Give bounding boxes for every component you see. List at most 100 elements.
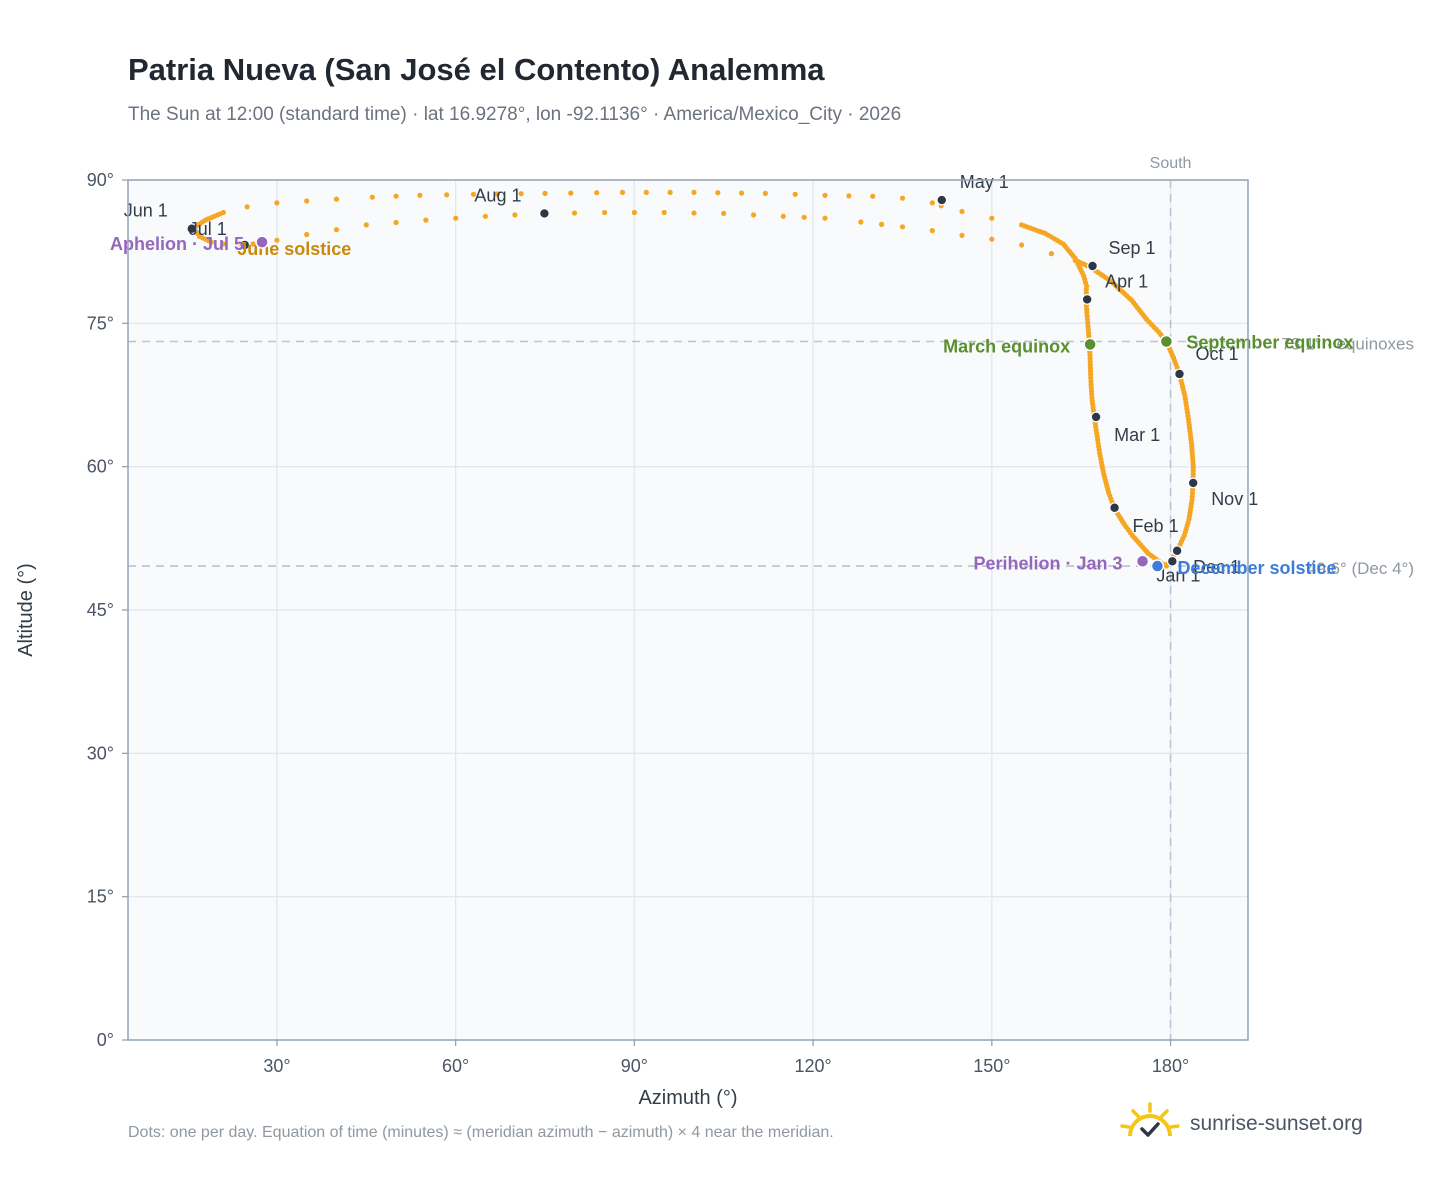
daily-sun-dot xyxy=(568,190,574,196)
daily-sun-dot xyxy=(518,191,524,197)
month-label: Apr 1 xyxy=(1105,271,1148,291)
month-label: Nov 1 xyxy=(1211,489,1258,509)
daily-sun-dot xyxy=(667,189,673,195)
daily-sun-dot xyxy=(417,192,423,198)
x-tick-label: 180° xyxy=(1152,1056,1189,1076)
daily-sun-dot xyxy=(444,192,450,198)
month-label: Jan 1 xyxy=(1156,565,1200,585)
month-label: Jun 1 xyxy=(124,201,168,221)
daily-sun-dot xyxy=(801,214,807,220)
month-label: Jul 1 xyxy=(189,219,227,239)
month-markers: Jan 1 Feb 1 Mar 1 Apr 1 May 1 Jun 1 Jul 1 Aug 1… xyxy=(124,172,1258,585)
daily-sun-dot xyxy=(780,213,786,219)
y-tick-label: 45° xyxy=(87,600,114,620)
daily-sun-dot xyxy=(929,200,935,206)
daily-sun-dot xyxy=(333,196,340,202)
x-tick-label: 30° xyxy=(263,1056,290,1076)
month-label: Oct 1 xyxy=(1195,344,1238,364)
daily-sun-dot xyxy=(333,227,340,233)
daily-sun-dot xyxy=(274,200,280,206)
daily-sun-dot xyxy=(691,210,697,216)
daily-sun-dot xyxy=(631,209,638,216)
daily-sun-dot xyxy=(304,198,310,204)
month-marker xyxy=(1109,502,1120,514)
daily-sun-dot xyxy=(1048,251,1054,257)
daily-sun-dot xyxy=(453,215,459,221)
month-marker xyxy=(539,208,550,219)
month-label: Mar 1 xyxy=(1114,425,1160,445)
daily-sun-dot xyxy=(691,189,697,195)
daily-sun-dot xyxy=(792,191,798,197)
event-label: June solstice xyxy=(237,239,351,259)
month-marker xyxy=(186,223,198,235)
y-tick-label: 30° xyxy=(87,743,114,763)
event-marker xyxy=(1083,337,1097,352)
month-label: Sep 1 xyxy=(1109,238,1156,258)
event-marker xyxy=(1150,559,1165,573)
event-label: Aphelion · Jul 5 xyxy=(110,234,244,254)
daily-sun-dot xyxy=(899,224,906,230)
y-axis-label: Altitude (°) xyxy=(15,563,37,657)
daily-sun-dot xyxy=(494,191,500,197)
daily-sun-dot xyxy=(715,190,721,196)
x-tick-label: 150° xyxy=(973,1056,1010,1076)
daily-sun-dot xyxy=(512,212,518,218)
x-tick-label: 60° xyxy=(442,1056,469,1076)
daily-sun-dot xyxy=(739,190,745,196)
daily-sun-dot xyxy=(643,189,649,195)
daily-sun-dot xyxy=(423,217,429,223)
daily-sun-dot xyxy=(870,193,876,199)
daily-sun-dot xyxy=(274,237,280,243)
chart-subtitle: The Sun at 12:00 (standard time) · lat 1… xyxy=(128,104,902,125)
event-markers: June solstice December solstice March equi… xyxy=(110,234,1353,578)
event-label: Perihelion · Jan 3 xyxy=(974,553,1123,573)
month-label: Aug 1 xyxy=(474,185,521,205)
daily-sun-dot xyxy=(208,239,214,245)
south-label: South xyxy=(1150,155,1192,172)
daily-sun-dot xyxy=(363,222,369,228)
daily-sun-dot xyxy=(661,209,667,216)
daily-sun-dot xyxy=(244,204,250,210)
month-marker xyxy=(936,194,948,206)
daily-sun-dot xyxy=(822,215,828,221)
daily-sun-dot xyxy=(542,190,548,196)
chart-title: Patria Nueva (San José el Contento) Anal… xyxy=(128,52,825,87)
daily-sun-dot xyxy=(929,228,935,234)
daily-sun-dot xyxy=(989,215,995,221)
event-label: September equinox xyxy=(1186,332,1353,352)
y-tick-label: 75° xyxy=(87,313,114,333)
daily-sun-dot xyxy=(619,189,626,195)
brand-name: sunrise-sunset.org xyxy=(1190,1112,1363,1135)
footnote: Dots: one per day. Equation of time (min… xyxy=(128,1124,834,1141)
daily-sun-dot xyxy=(959,232,965,238)
y-tick-label: 0° xyxy=(97,1030,114,1050)
reference-lines: South 73.1° · equinoxes 49.6° (Dec 4°) xyxy=(128,155,1414,1040)
event-label: March equinox xyxy=(943,336,1070,356)
daily-sun-dot xyxy=(1019,242,1025,248)
month-marker xyxy=(1081,294,1093,305)
daily-sun-dot xyxy=(989,236,995,242)
month-marker xyxy=(1174,368,1185,380)
brand-logo[interactable]: sunrise-sunset.org xyxy=(1120,1100,1400,1150)
daily-sun-dot xyxy=(1019,222,1025,228)
axes: 30° 60° 90° 120° 150° 180° 0° 15° 30° 45° 60° 75° 90… xyxy=(87,170,1189,1076)
daily-sun-dot xyxy=(858,219,864,225)
daily-sun-dot xyxy=(762,190,769,196)
month-marker xyxy=(1171,545,1183,557)
daily-sun-dot xyxy=(393,219,399,226)
sun-logo-icon xyxy=(1120,1102,1180,1137)
x-tick-label: 90° xyxy=(621,1056,648,1076)
daily-sun-dot xyxy=(602,209,608,216)
month-marker xyxy=(1187,477,1199,489)
y-tick-label: 90° xyxy=(87,170,114,190)
event-marker xyxy=(1159,334,1174,349)
y-tick-label: 15° xyxy=(87,887,114,907)
daily-sun-dot xyxy=(250,241,256,247)
month-label: Feb 1 xyxy=(1133,516,1179,536)
daily-sun-dot xyxy=(470,191,477,197)
daily-sun-dot xyxy=(393,193,399,199)
event-marker xyxy=(255,235,269,249)
month-marker xyxy=(239,239,251,251)
daily-sun-dot xyxy=(571,210,578,216)
month-label: May 1 xyxy=(960,172,1009,192)
